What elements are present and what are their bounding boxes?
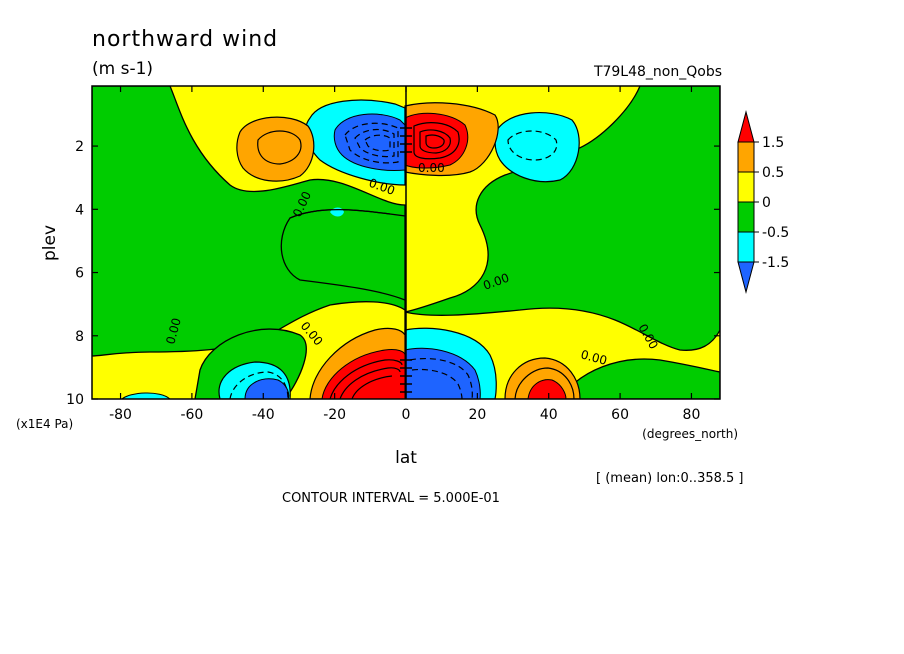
x-tick-label: -40: [252, 407, 275, 423]
case-name: T79L48_non_Qobs: [593, 64, 722, 80]
legend-label: -1.5: [762, 255, 789, 271]
x-tick-label: 20: [468, 407, 486, 423]
chart-title: northward wind: [92, 27, 278, 52]
chart-units: (m s-1): [92, 59, 153, 79]
legend-label: 1.5: [762, 135, 784, 151]
x-tick-label: 40: [540, 407, 558, 423]
legend-swatch: [737, 141, 755, 173]
field-region-blue-sh-lower: [244, 378, 290, 399]
field-region-neg-west: [92, 86, 406, 395]
contour-lines: [229, 122, 575, 399]
contour-plot: [92, 86, 720, 399]
legend-swatch: [737, 110, 755, 143]
x-tick-label: 0: [402, 407, 411, 423]
x-axis-units: (degrees_north): [642, 427, 738, 441]
y-axis: 2 4 6 8 10: [66, 139, 720, 408]
y-tick-label: 4: [75, 202, 84, 218]
equator-hatch: [400, 127, 412, 393]
field-region-red-sh-lower: [321, 349, 406, 399]
field-region-neg-north: [559, 358, 720, 399]
x-tick-label: -20: [323, 407, 346, 423]
contour-interval: CONTOUR INTERVAL = 5.000E-01: [282, 491, 500, 506]
y-axis-label: plev: [40, 225, 60, 261]
x-axis-label: lat: [395, 448, 417, 468]
color-legend: 1.5 0.5 0 -0.5 -1.5: [737, 110, 789, 294]
field-region-red-nh-lower: [527, 379, 567, 399]
contour-label: 0.00: [163, 316, 183, 345]
mean-info: [ (mean) lon:0..358.5 ]: [596, 471, 744, 486]
y-axis-units: (x1E4 Pa): [16, 417, 73, 431]
x-tick-label: 80: [683, 407, 701, 423]
contour-label: 0.00: [579, 347, 608, 367]
legend-label: 0.5: [762, 165, 784, 181]
y-tick-label: 10: [66, 392, 84, 408]
contour-label: 0.00: [418, 161, 445, 175]
x-tick-label: -80: [109, 407, 132, 423]
field-region-orange-sh-upper: [236, 116, 315, 182]
y-tick-label: 2: [75, 139, 84, 155]
legend-swatch: [737, 261, 755, 294]
x-tick-label: 60: [611, 407, 629, 423]
legend-swatch: [737, 171, 755, 203]
legend-label: 0: [762, 195, 771, 211]
y-tick-label: 6: [75, 266, 84, 282]
legend-swatch: [737, 231, 755, 263]
x-axis: -80 -60 -40 -20 0 20 40 60 80: [109, 86, 700, 423]
legend-label: -0.5: [762, 225, 789, 241]
x-tick-label: -60: [180, 407, 203, 423]
legend-swatch: [737, 201, 755, 233]
field-region-cyan-nh-upper: [494, 111, 580, 183]
y-tick-label: 8: [75, 329, 84, 345]
